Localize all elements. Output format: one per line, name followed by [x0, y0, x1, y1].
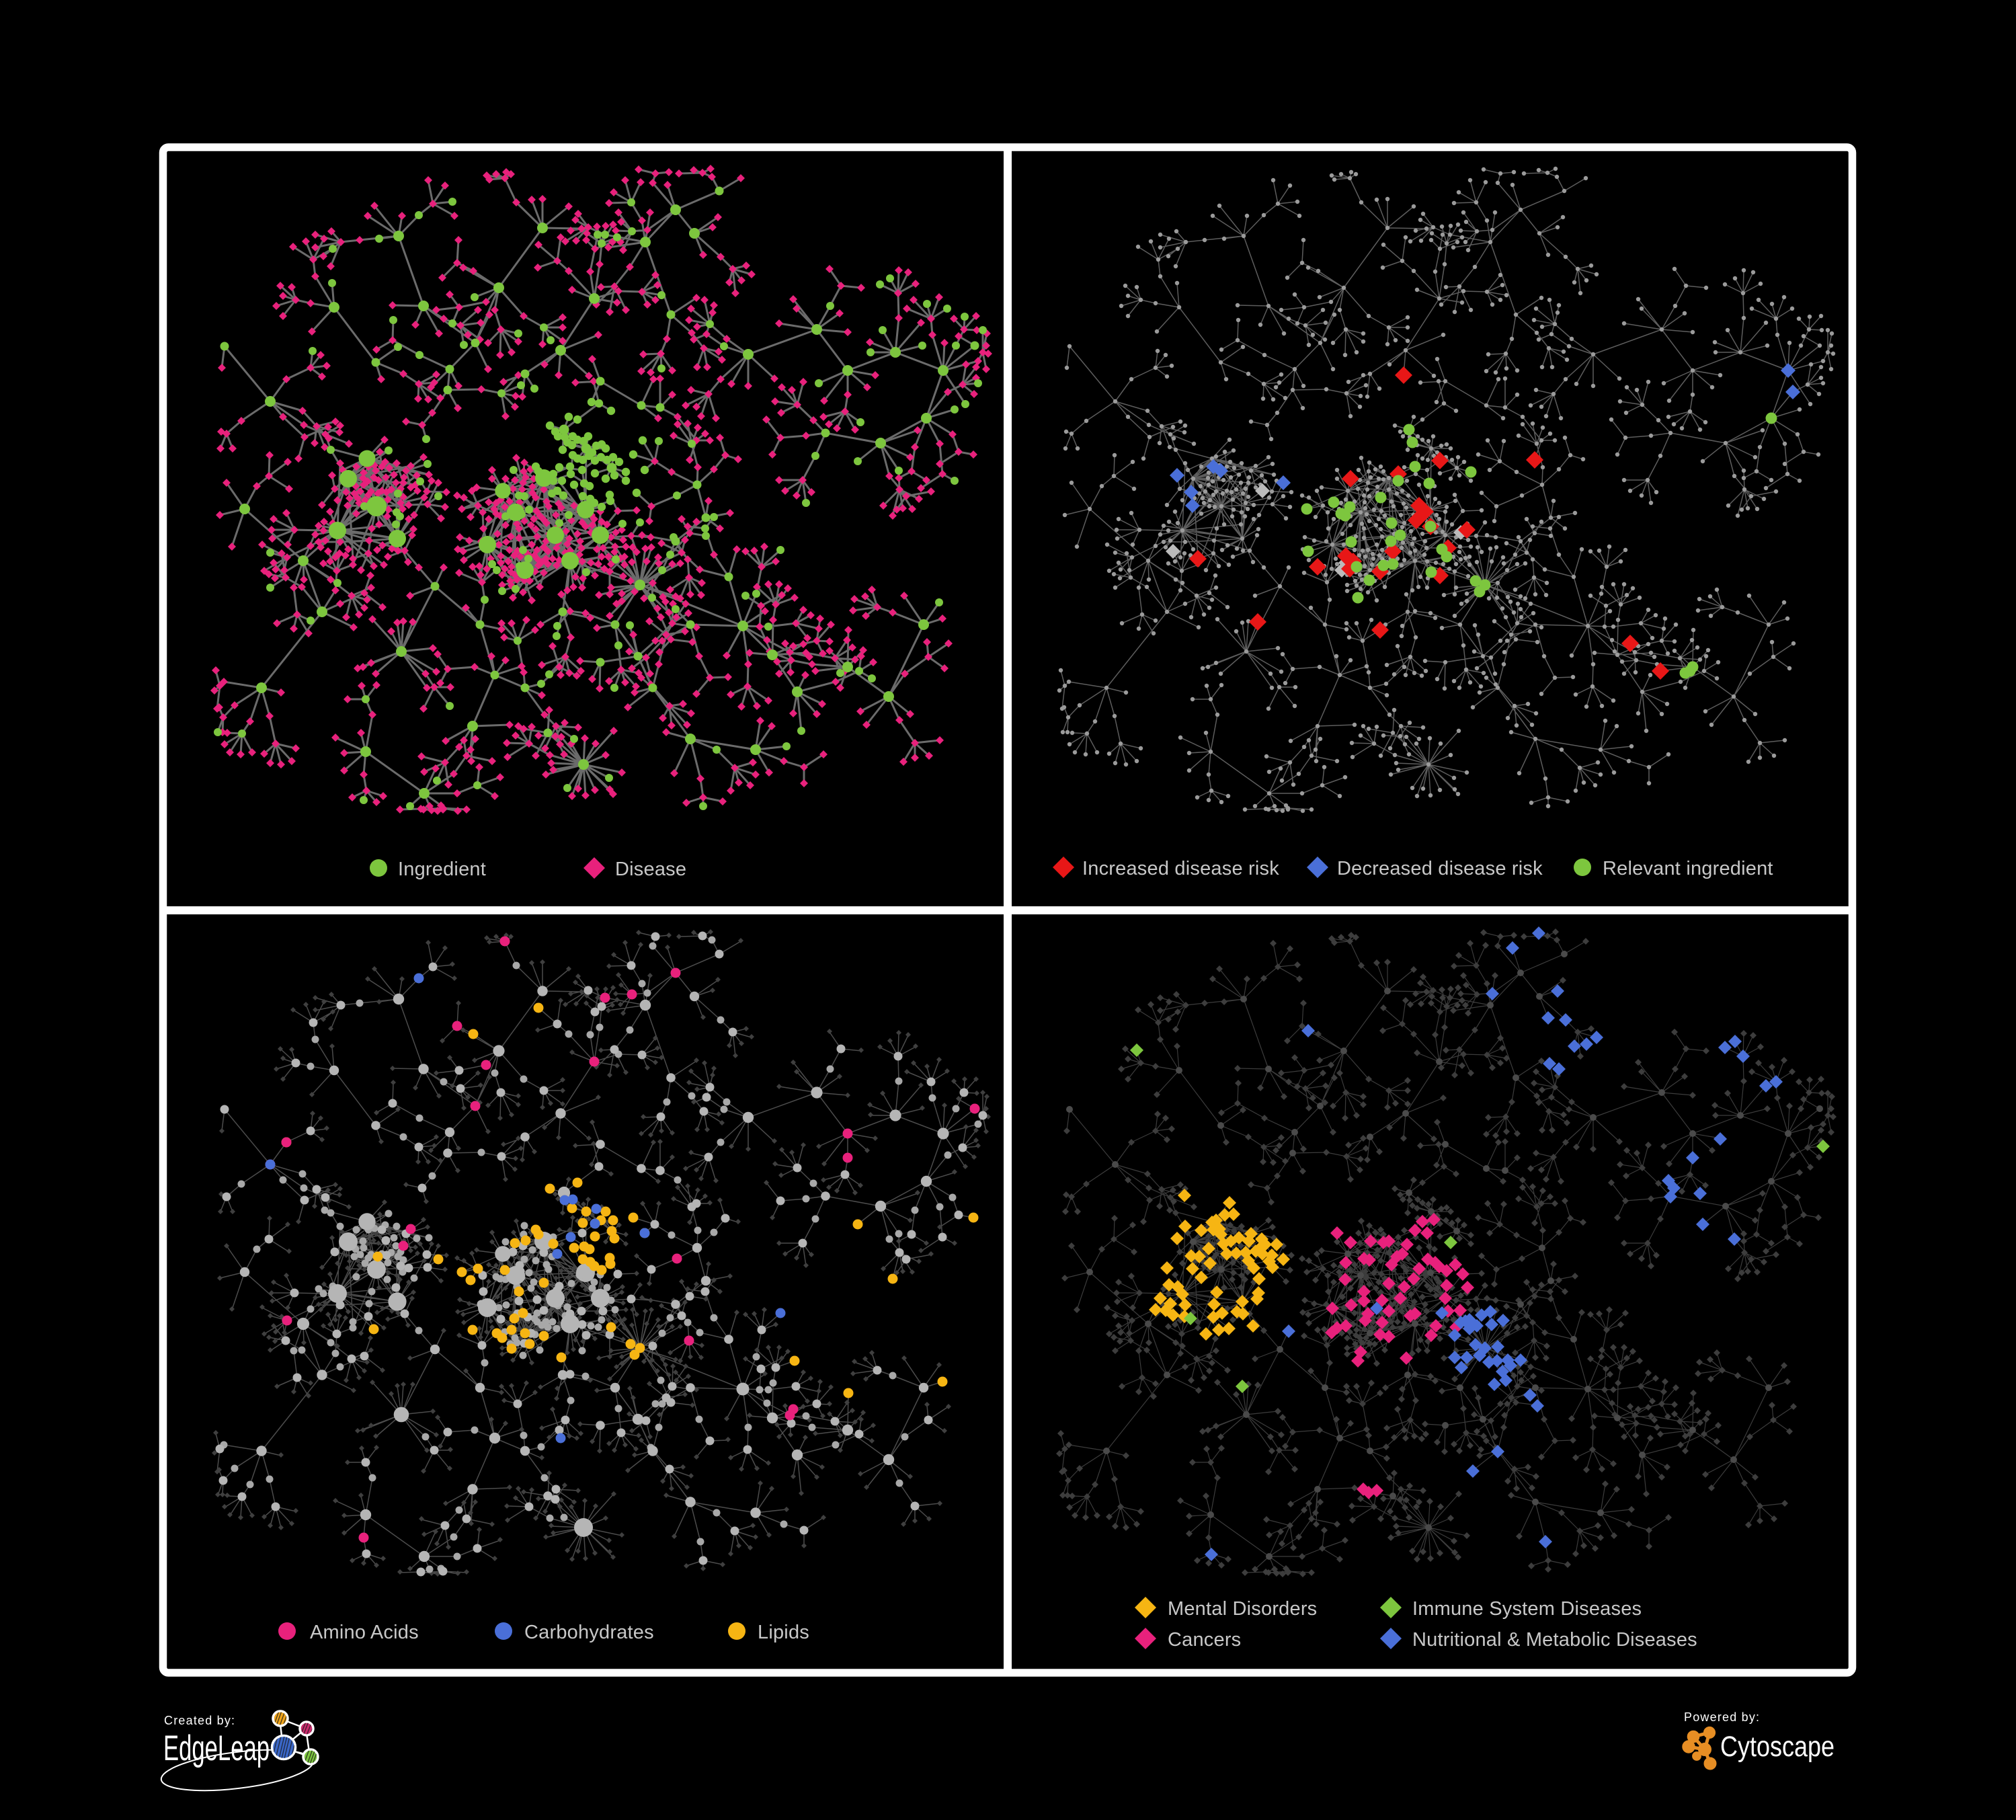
svg-text:Ingredient: Ingredient: [398, 859, 486, 880]
svg-text:Created by:: Created by:: [164, 1714, 235, 1727]
svg-text:Relevant ingredient: Relevant ingredient: [1603, 858, 1773, 879]
svg-text:Cytoscape: Cytoscape: [1720, 1731, 1834, 1763]
svg-text:Carbohydrates: Carbohydrates: [524, 1622, 654, 1643]
svg-text:EdgeLeap: EdgeLeap: [163, 1729, 270, 1768]
svg-text:Increased disease risk: Increased disease risk: [1082, 858, 1279, 879]
svg-text:Lipids: Lipids: [758, 1622, 809, 1643]
svg-text:Powered by:: Powered by:: [1684, 1710, 1760, 1724]
svg-text:Cancers: Cancers: [1168, 1629, 1241, 1651]
svg-text:Immune System Diseases: Immune System Diseases: [1412, 1598, 1642, 1620]
svg-text:Nutritional & Metabolic Diseas: Nutritional & Metabolic Diseases: [1412, 1629, 1697, 1651]
svg-text:Mental Disorders: Mental Disorders: [1168, 1598, 1317, 1620]
svg-text:Amino Acids: Amino Acids: [310, 1622, 419, 1643]
svg-text:Decreased disease risk: Decreased disease risk: [1337, 858, 1543, 879]
svg-text:Disease: Disease: [615, 859, 686, 880]
